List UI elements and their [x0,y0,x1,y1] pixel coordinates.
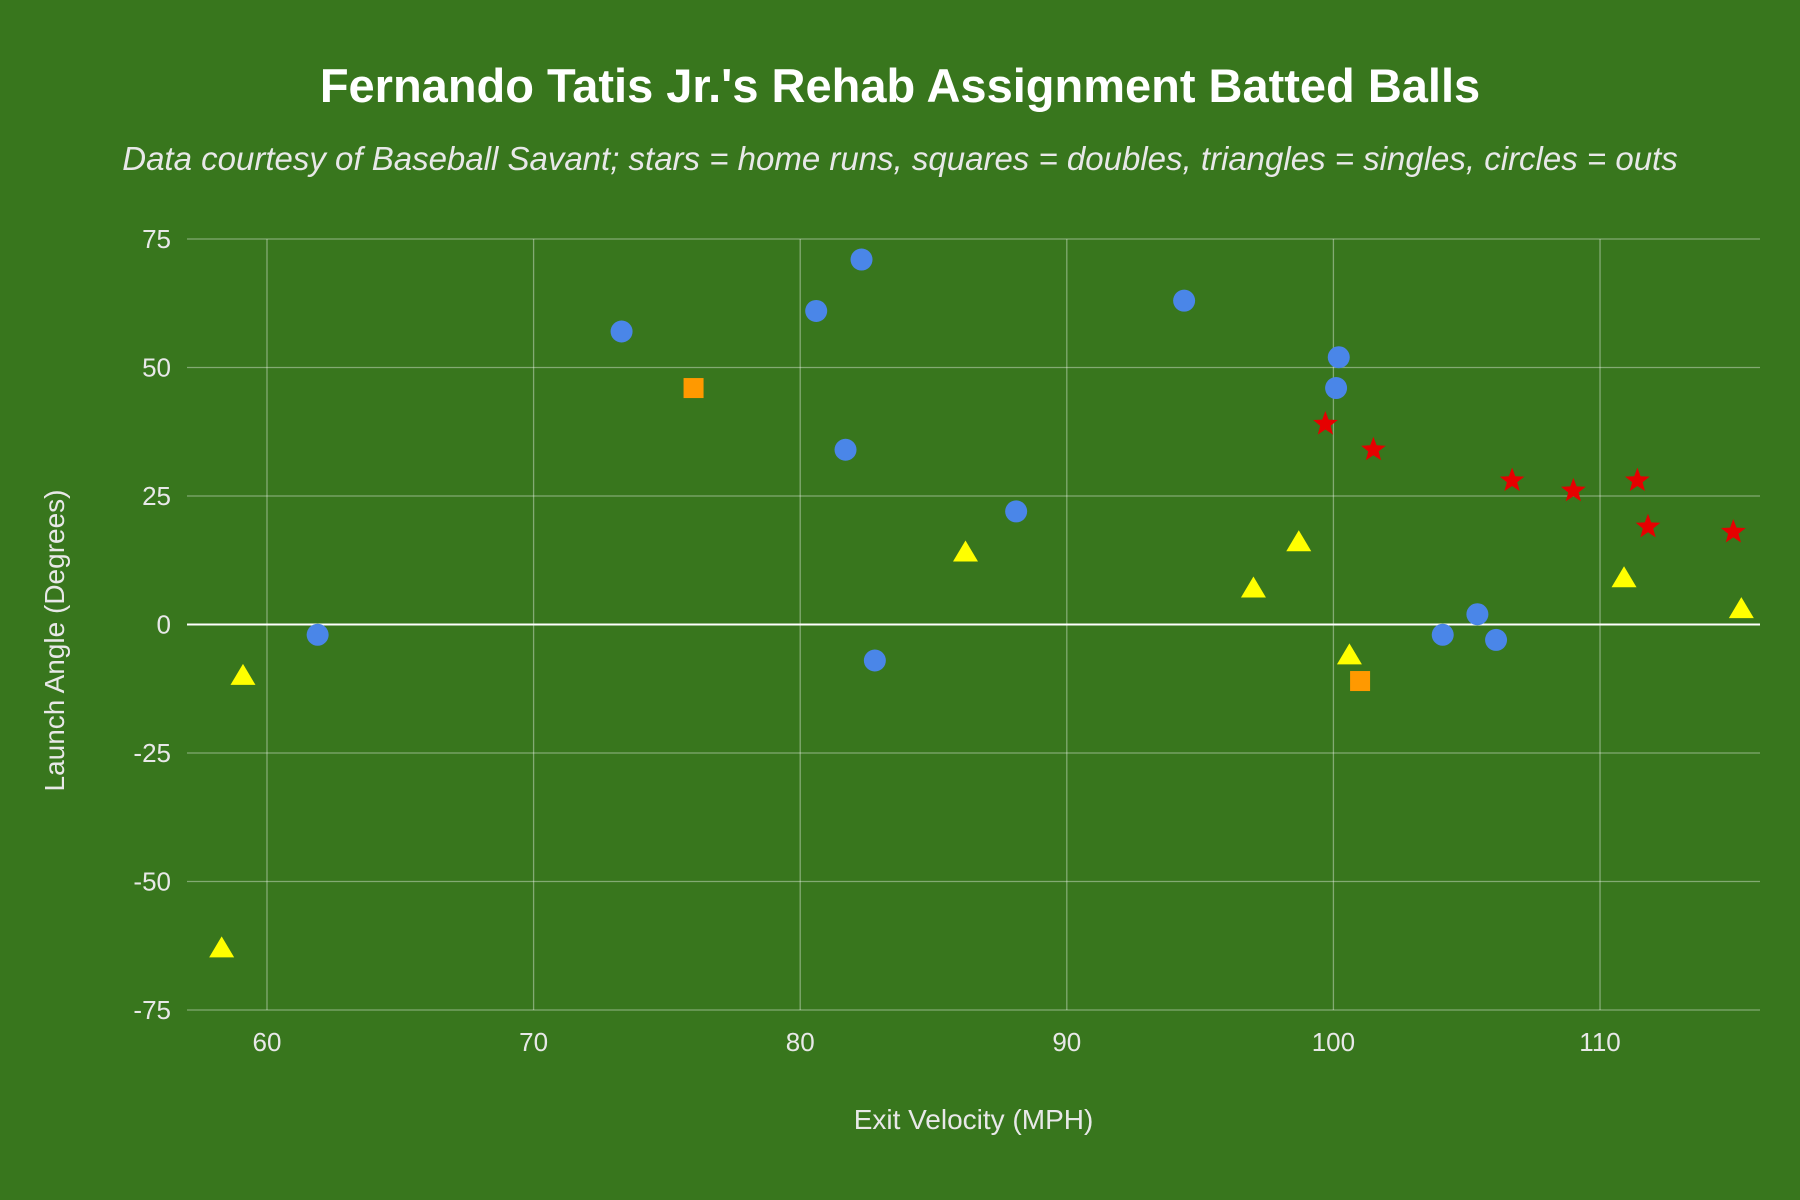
out-point [610,320,633,343]
x-tick-label: 60 [253,1027,282,1057]
out-point [306,623,329,646]
x-tick-label: 80 [786,1027,815,1057]
y-tick-label: 25 [142,481,171,511]
axis-ticks: 75 50 25 0 -25 -50 -75 60 70 80 90 100 110 [133,224,1620,1057]
single-point [1611,566,1637,588]
x-tick-label: 100 [1312,1027,1355,1057]
home-run-point [1561,477,1586,502]
out-point [1173,289,1196,312]
home-run-point [1721,519,1746,543]
out-point [850,248,873,271]
data-points [209,248,1754,958]
y-tick-label: -75 [133,995,171,1025]
out-point [1431,623,1454,646]
chart-subtitle: Data courtesy of Baseball Savant; stars … [122,140,1678,177]
single-point [1728,597,1754,619]
chart-title: Fernando Tatis Jr.'s Rehab Assignment Ba… [319,59,1481,112]
y-tick-label: -50 [133,867,171,897]
y-tick-label: 50 [142,353,171,383]
grid-lines [187,238,1760,1011]
x-axis-title: Exit Velocity (MPH) [854,1104,1094,1135]
out-point [805,299,828,322]
out-point [1466,603,1489,626]
home-run-point [1313,411,1338,435]
out-point [1325,377,1348,400]
x-tick-label: 90 [1052,1027,1081,1057]
out-point [863,649,886,672]
y-axis-title: Launch Angle (Degrees) [39,490,70,792]
single-point [1286,530,1312,552]
x-tick-label: 70 [519,1027,548,1057]
single-point [209,936,235,958]
out-point [1485,628,1508,651]
home-run-point [1625,467,1650,492]
single-point [1240,576,1266,598]
double-point [1350,671,1371,692]
out-point [1005,500,1028,523]
y-tick-label: 0 [157,610,171,640]
out-point [834,438,857,461]
y-tick-label: 75 [142,224,171,254]
out-point [1327,346,1350,369]
single-point [953,540,979,562]
y-tick-label: -25 [133,738,171,768]
double-point [683,378,704,399]
single-point [230,663,256,685]
home-run-point [1499,467,1525,492]
home-run-point [1361,436,1386,461]
single-point [1336,643,1362,665]
home-run-point [1635,513,1661,538]
x-tick-label: 110 [1579,1027,1620,1057]
